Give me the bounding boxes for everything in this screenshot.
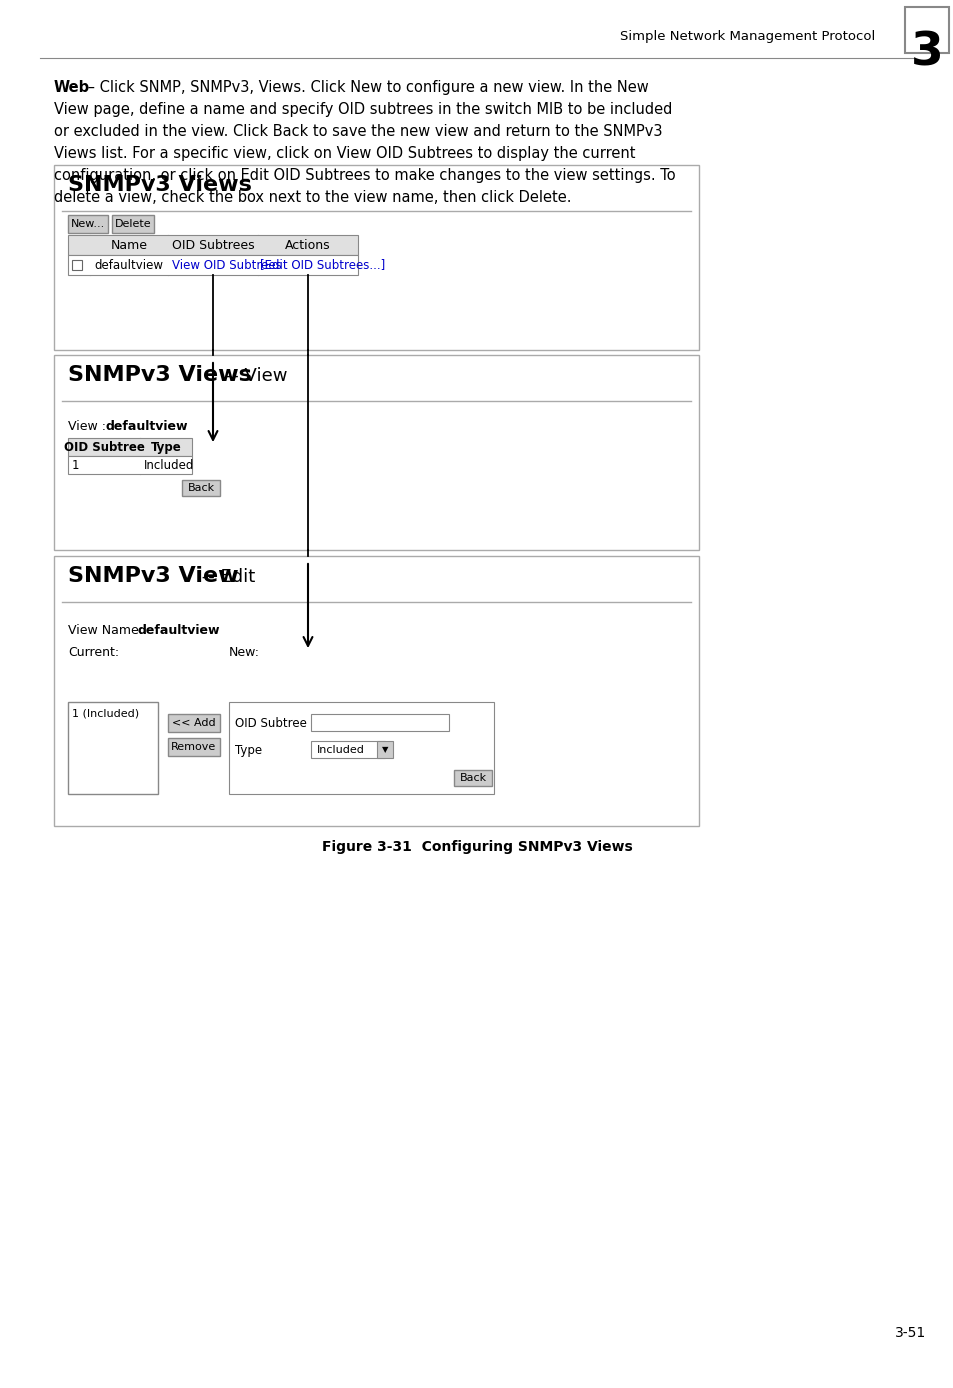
- Text: Actions: Actions: [285, 239, 331, 251]
- Text: ▼: ▼: [381, 745, 388, 755]
- Bar: [68, 235, 357, 255]
- Text: Current:: Current:: [68, 645, 119, 659]
- Text: Remove: Remove: [172, 743, 216, 752]
- Text: – Click SNMP, SNMPv3, Views. Click New to configure a new view. In the New: – Click SNMP, SNMPv3, Views. Click New t…: [83, 81, 648, 94]
- Text: Included: Included: [316, 745, 364, 755]
- Text: SNMPv3 View: SNMPv3 View: [68, 566, 238, 586]
- Text: -- View: -- View: [220, 366, 287, 384]
- Text: OID Subtree: OID Subtree: [234, 716, 307, 730]
- Text: -- Edit: -- Edit: [195, 568, 255, 586]
- Text: Delete: Delete: [114, 219, 152, 229]
- Text: defaultview: defaultview: [94, 258, 163, 272]
- Bar: [229, 702, 494, 794]
- Text: defaultview: defaultview: [138, 625, 220, 637]
- Bar: [68, 255, 357, 275]
- Text: SNMPv3 Views: SNMPv3 Views: [68, 365, 252, 384]
- Bar: [904, 7, 948, 53]
- Text: Type: Type: [151, 440, 181, 454]
- Bar: [168, 738, 220, 756]
- Bar: [71, 260, 82, 271]
- Bar: [112, 215, 153, 233]
- Bar: [68, 439, 192, 457]
- Text: delete a view, check the box next to the view name, then click Delete.: delete a view, check the box next to the…: [54, 190, 571, 205]
- Bar: [168, 713, 220, 731]
- Text: View page, define a name and specify OID subtrees in the switch MIB to be includ: View page, define a name and specify OID…: [54, 101, 672, 117]
- Text: Views list. For a specific view, click on View OID Subtrees to display the curre: Views list. For a specific view, click o…: [54, 146, 635, 161]
- Text: Type: Type: [234, 744, 262, 756]
- Bar: [54, 355, 699, 550]
- Text: 1 (Included): 1 (Included): [71, 708, 139, 718]
- Text: New...: New...: [71, 219, 105, 229]
- Text: 1: 1: [71, 458, 79, 472]
- Text: New:: New:: [229, 645, 260, 659]
- Text: SNMPv3 Views: SNMPv3 Views: [68, 175, 252, 194]
- Text: OID Subtrees: OID Subtrees: [172, 239, 254, 251]
- Text: Name: Name: [111, 239, 148, 251]
- Bar: [311, 741, 385, 758]
- Text: 3-51: 3-51: [894, 1326, 925, 1339]
- Text: [Edit OID Subtrees...]: [Edit OID Subtrees...]: [260, 258, 385, 272]
- Text: View Name:: View Name:: [68, 625, 147, 637]
- Bar: [376, 741, 393, 758]
- Bar: [68, 457, 192, 473]
- Text: 3: 3: [910, 31, 943, 75]
- Text: or excluded in the view. Click Back to save the new view and return to the SNMPv: or excluded in the view. Click Back to s…: [54, 124, 661, 139]
- Bar: [68, 702, 158, 794]
- Bar: [54, 557, 699, 826]
- Text: View :: View :: [68, 421, 110, 433]
- Text: Web: Web: [54, 81, 90, 94]
- Text: Back: Back: [459, 773, 486, 783]
- Bar: [68, 215, 108, 233]
- Bar: [54, 165, 699, 350]
- Text: configuration, or click on Edit OID Subtrees to make changes to the view setting: configuration, or click on Edit OID Subt…: [54, 168, 675, 183]
- Text: Simple Network Management Protocol: Simple Network Management Protocol: [619, 31, 874, 43]
- Text: defaultview: defaultview: [106, 421, 189, 433]
- Bar: [182, 480, 220, 496]
- Text: View OID Subtrees: View OID Subtrees: [172, 258, 281, 272]
- Text: Back: Back: [187, 483, 214, 493]
- Text: Included: Included: [144, 458, 194, 472]
- Text: Figure 3-31  Configuring SNMPv3 Views: Figure 3-31 Configuring SNMPv3 Views: [321, 840, 632, 854]
- Text: << Add: << Add: [172, 718, 215, 727]
- Bar: [454, 770, 492, 786]
- Bar: [311, 713, 449, 731]
- Text: OID Subtree: OID Subtree: [64, 440, 144, 454]
